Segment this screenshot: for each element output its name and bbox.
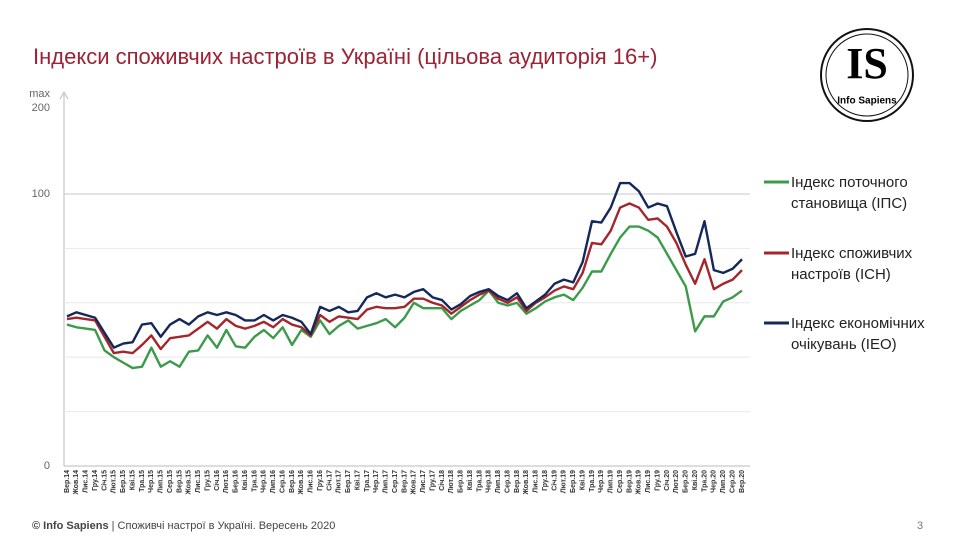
x-tick-label: Вер.19 [626,470,633,493]
x-tick-label: Кві.17 [353,470,361,490]
x-tick-label: Бер.18 [458,470,465,493]
x-tick-label: Жов.14 [73,470,80,496]
x-tick-label: Лис.19 [645,470,652,493]
x-tick-label: Вер.18 [514,470,521,493]
x-tick-label: Сер.19 [617,470,624,493]
x-tick-label: Лис.15 [195,470,202,493]
y-tick-label: 100 [32,188,50,200]
x-tick-label: Гру.18 [542,470,549,491]
x-tick-label: Лис.17 [420,470,427,493]
x-tick-label: Гру.15 [204,470,211,491]
footer-brand: © Info Sapiens [32,520,109,532]
x-tick-label: Чер.15 [148,470,155,493]
x-tick-label: Лис.14 [83,470,90,493]
series-line [66,225,743,370]
x-tick-label: Січ.18 [438,470,446,491]
x-tick-label: Гру.14 [92,470,99,491]
x-tick-label: Бер.20 [683,470,690,493]
x-tick-label: Лют.20 [673,470,680,493]
x-tick-label: Сер.15 [167,470,174,493]
x-tick-label: Кві.19 [578,470,586,490]
logo-name: Info Sapiens [837,96,897,107]
x-tick-label: Лип.16 [270,470,277,493]
x-tick-label: Січ.19 [550,470,558,491]
x-tick-label: Вер.14 [64,470,71,493]
series-line [66,181,743,349]
x-tick-label: Гру.17 [429,470,436,491]
y-axis-arrow [59,90,69,100]
x-tick-label: Кві.20 [691,470,699,490]
x-tick-label: Вер.16 [289,470,296,493]
series-line [66,202,743,355]
x-tick-label: Гру.19 [654,470,661,491]
x-tick-label: Тра.16 [251,470,258,492]
chart-title: Індекси споживчих настроїв в Україні (ці… [33,44,657,69]
x-tick-label: Січ.15 [100,470,108,491]
x-tick-label: Січ.17 [325,470,333,491]
legend-label: Індекс економічних очікувань (ІЕО) [791,315,925,353]
x-tick-label: Тра.19 [589,470,596,492]
x-tick-label: Лют.16 [223,470,230,493]
x-tick-label: Сер.18 [504,470,511,493]
x-tick-label: Лип.15 [158,470,165,493]
page-number: 3 [917,520,924,532]
x-tick-label: Кві.15 [128,470,136,490]
x-tick-label: Тра.15 [139,470,146,492]
x-tick-label: Бер.16 [233,470,240,493]
x-tick-label: Бер.19 [570,470,577,493]
x-tick-label: Лис.16 [308,470,315,493]
x-tick-label: Жов.17 [411,470,418,496]
logo-mark: IS [846,39,888,88]
x-tick-label: Жов.16 [298,470,305,496]
x-tick-label: Тра.20 [701,470,708,492]
x-tick-label: Тра.18 [476,470,483,492]
x-tick-label: Бер.15 [120,470,127,493]
x-tick-label: Лют.15 [111,470,118,493]
x-tick-label: Чер.16 [261,470,268,493]
x-tick-label: Чер.17 [373,470,380,493]
x-tick-label: Лип.20 [720,470,727,493]
x-tick-label: Чер.20 [711,470,718,493]
x-tick-label: Лип.17 [383,470,390,493]
legend-label: Індекс споживчих настроїв (ІСН) [791,245,913,283]
x-tick-label: Лют.18 [448,470,455,493]
x-tick-label: Вер.20 [739,470,746,493]
x-tick-label: Сер.17 [392,470,399,493]
y-tick-label: 0 [44,460,50,472]
x-tick-label: Сер.20 [729,470,736,493]
x-tick-label: Лип.18 [495,470,502,493]
x-tick-label: Кві.16 [241,470,249,490]
logo-ring [825,33,909,117]
x-tick-label: Гру.16 [317,470,324,491]
footer-text: | Споживчі настрої в Україні. Вересень 2… [111,520,336,532]
x-tick-label: Лют.17 [336,470,343,493]
x-tick-label: Чер.19 [598,470,605,493]
footer: © Info Sapiens | Споживчі настрої в Укра… [32,520,335,532]
x-tick-label: Тра.17 [364,470,371,492]
x-tick-label: Лют.19 [561,470,568,493]
x-tick-label: Вер.15 [176,470,183,493]
y-max-value: 200 [32,102,50,114]
x-tick-label: Січ.20 [663,470,671,491]
x-tick-label: Лис.18 [533,470,540,493]
x-tick-label: Бер.17 [345,470,352,493]
x-tick-label: Жов.15 [186,470,193,496]
logo: IS Info Sapiens [820,28,914,122]
x-tick-label: Вер.17 [401,470,408,493]
x-tick-label: Кві.18 [466,470,474,490]
x-tick-label: Жов.19 [636,470,643,496]
x-tick-label: Січ.16 [213,470,221,491]
x-tick-label: Лип.19 [608,470,615,493]
logo-ring [820,28,914,122]
y-max-label: max [29,88,50,100]
x-tick-label: Сер.16 [279,470,286,493]
x-tick-label: Жов.18 [523,470,530,496]
legend-label: Індекс поточного становища (ІПС) [791,174,908,212]
x-tick-label: Чер.18 [486,470,493,493]
